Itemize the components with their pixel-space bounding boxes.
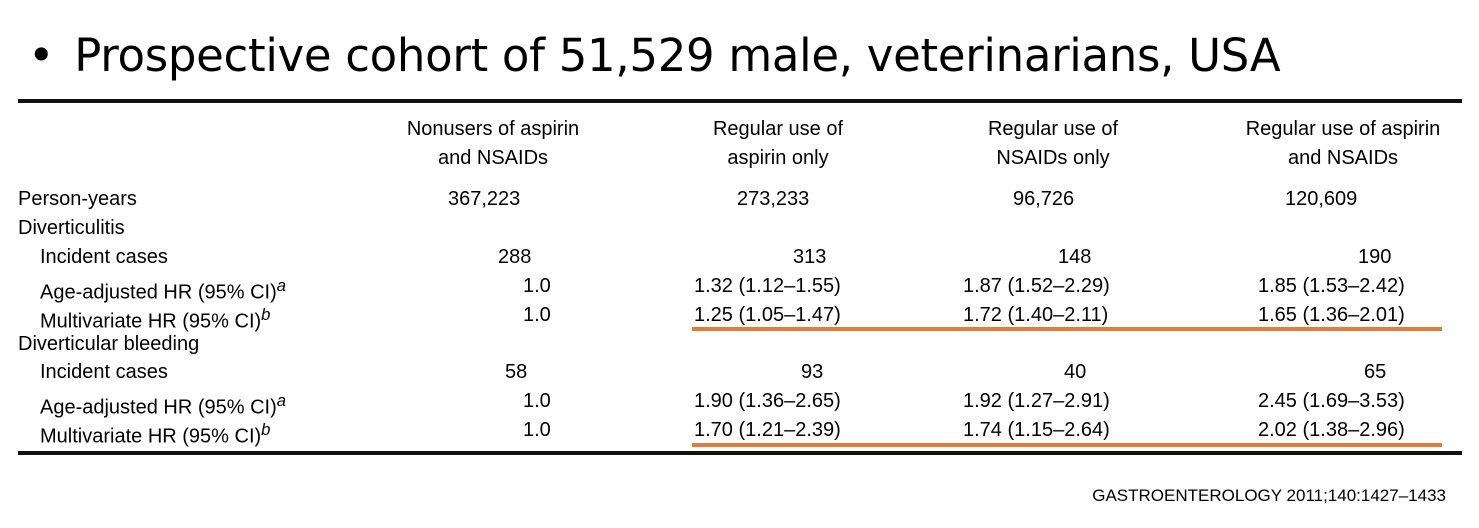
cell: 1.87 (1.52–2.29)	[963, 275, 1110, 297]
cell: 1.74 (1.15–2.64)	[963, 419, 1110, 441]
row-label: Incident cases	[40, 361, 168, 383]
cell: 120,609	[1285, 188, 1358, 210]
cell: 1.32 (1.12–1.55)	[694, 275, 841, 297]
cell: 2.45 (1.69–3.53)	[1258, 390, 1405, 412]
cell: 65	[1364, 361, 1387, 383]
section-label-diverticulitis: Diverticulitis	[18, 217, 125, 239]
highlight-underline-bleeding	[692, 443, 1442, 447]
row-label-person-years: Person-years	[18, 188, 137, 210]
col-header-nonusers: Nonusers of aspirin and NSAIDs	[406, 118, 580, 169]
cell: 190	[1358, 246, 1392, 268]
bullet-text: Prospective cohort of 51,529 male, veter…	[74, 28, 1281, 82]
cell: 1.25 (1.05–1.47)	[694, 304, 841, 326]
section-label-diverticular-bleeding: Diverticular bleeding	[18, 333, 200, 355]
table-top-rule	[18, 99, 1462, 103]
citation: GASTROENTEROLOGY 2011;140:1427–1433	[1092, 486, 1446, 505]
cell: 1.85 (1.53–2.42)	[1258, 275, 1405, 297]
cell: 1.0	[523, 304, 551, 326]
cell: 2.02 (1.38–2.96)	[1258, 419, 1405, 441]
cell: 313	[793, 246, 827, 268]
row-label: Multivariate HR (95% CI)b	[40, 305, 271, 333]
table-bottom-rule	[18, 451, 1462, 455]
row-label: Age-adjusted HR (95% CI)a	[40, 276, 287, 304]
cell: 96,726	[1013, 188, 1075, 210]
cell: 1.92 (1.27–2.91)	[963, 390, 1110, 412]
cell: 1.0	[523, 390, 551, 412]
cell: 1.0	[523, 419, 551, 441]
col-header-aspirin-and-nsaids: Regular use of aspirin and NSAIDs	[1245, 118, 1441, 169]
slide-bullet: • Prospective cohort of 51,529 male, vet…	[28, 20, 1281, 90]
cell: 148	[1058, 246, 1092, 268]
cell: 1.0	[523, 275, 551, 297]
cell: 40	[1064, 361, 1087, 383]
col-header-aspirin-only: Regular use of aspirin only	[712, 118, 844, 169]
row-label: Age-adjusted HR (95% CI)a	[40, 391, 287, 419]
bullet-dot: •	[28, 28, 55, 82]
cell: 1.70 (1.21–2.39)	[694, 419, 841, 441]
row-label: Incident cases	[40, 246, 168, 268]
cell: 1.72 (1.40–2.11)	[963, 304, 1109, 326]
cell: 1.90 (1.36–2.65)	[694, 390, 841, 412]
row-label: Multivariate HR (95% CI)b	[40, 420, 271, 448]
cell: 288	[498, 246, 532, 268]
cell: 1.65 (1.36–2.01)	[1258, 304, 1405, 326]
cell: 273,233	[737, 188, 810, 210]
col-header-nsaids-only: Regular use of NSAIDs only	[987, 118, 1119, 169]
cell: 58	[505, 361, 528, 383]
highlight-underline-diverticulitis	[692, 327, 1442, 331]
cell: 367,223	[448, 188, 521, 210]
cell: 93	[801, 361, 824, 383]
